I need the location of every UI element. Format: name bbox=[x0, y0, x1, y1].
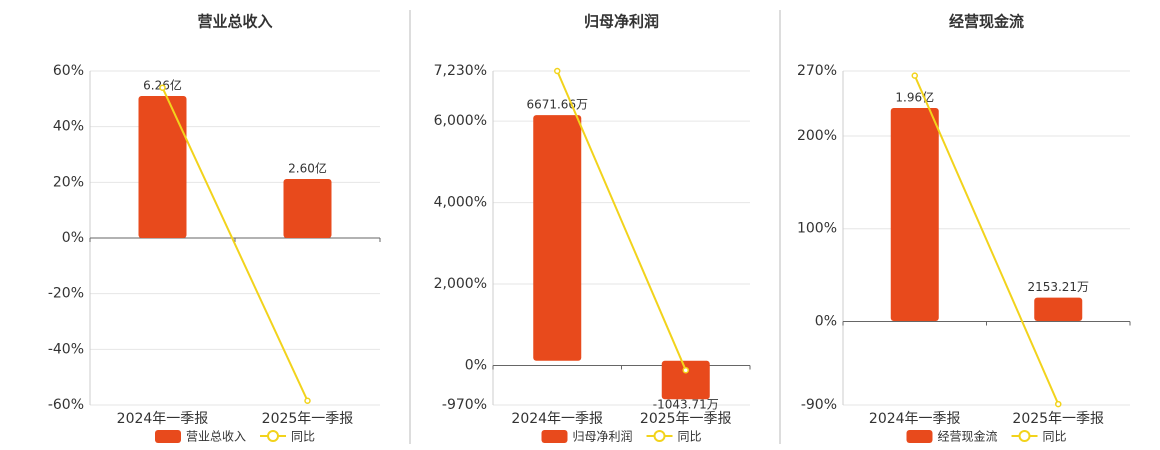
legend-label: 同比 bbox=[678, 430, 702, 444]
data-label: -1043.71万 bbox=[653, 398, 719, 412]
line-point bbox=[1055, 400, 1062, 408]
bar bbox=[890, 107, 939, 321]
bar bbox=[661, 360, 710, 400]
y-tick-label: 0% bbox=[815, 314, 837, 330]
legend-swatch bbox=[541, 430, 568, 443]
bar bbox=[283, 179, 332, 238]
line bbox=[913, 75, 1060, 405]
y-tick-label: -90% bbox=[801, 397, 837, 413]
chart-title: 经营现金流 bbox=[949, 13, 1024, 31]
data-label: 1.96亿 bbox=[895, 89, 934, 104]
legend-label: 经营现金流 bbox=[938, 429, 998, 444]
data-label: 2.60亿 bbox=[288, 161, 327, 176]
y-tick-label: -60% bbox=[48, 397, 84, 413]
y-tick-label: 0% bbox=[465, 357, 487, 373]
legend-marker bbox=[653, 430, 666, 442]
data-label: 2153.21万 bbox=[1027, 280, 1089, 294]
bar bbox=[1034, 297, 1083, 321]
y-tick-label: 60% bbox=[53, 63, 84, 79]
y-tick-label: 100% bbox=[797, 221, 837, 237]
line-point bbox=[159, 84, 166, 91]
y-tick-label: 200% bbox=[797, 128, 837, 144]
y-tick-label: -40% bbox=[48, 341, 84, 357]
bar bbox=[533, 115, 582, 361]
x-tick-label: 2025年一季报 bbox=[262, 411, 354, 427]
y-tick-label: -970% bbox=[442, 397, 487, 413]
legend-swatch bbox=[906, 430, 933, 443]
x-tick-label: 2024年一季报 bbox=[869, 411, 961, 427]
data-label: 6671.66万 bbox=[526, 98, 588, 112]
legend-marker bbox=[1018, 430, 1031, 442]
x-tick-label: 2025年一季报 bbox=[1012, 411, 1104, 427]
x-tick-label: 2025年一季报 bbox=[640, 411, 732, 427]
y-tick-label: 2,000% bbox=[434, 276, 487, 292]
legend-marker bbox=[267, 430, 280, 442]
y-tick-label: 40% bbox=[53, 119, 84, 135]
chart-title: 归母净利润 bbox=[584, 13, 659, 31]
y-tick-label: 0% bbox=[62, 230, 84, 246]
legend-label: 同比 bbox=[1043, 430, 1067, 444]
legend-label: 同比 bbox=[291, 430, 315, 444]
y-tick-label: 20% bbox=[53, 174, 84, 190]
y-tick-label: 4,000% bbox=[434, 195, 487, 211]
legend-label: 归母净利润 bbox=[573, 430, 633, 444]
y-tick-label: 270% bbox=[797, 63, 837, 79]
line-point bbox=[554, 67, 561, 75]
chart-title: 营业总收入 bbox=[197, 13, 272, 31]
y-tick-label: -20% bbox=[48, 286, 84, 302]
legend-label: 营业总收入 bbox=[186, 430, 246, 444]
line bbox=[556, 70, 687, 371]
bar bbox=[138, 95, 187, 239]
x-tick-label: 2024年一季报 bbox=[117, 411, 209, 427]
line-point bbox=[911, 72, 918, 79]
line bbox=[161, 87, 309, 402]
y-tick-label: 6,000% bbox=[434, 113, 487, 129]
line-point bbox=[682, 366, 689, 374]
x-tick-label: 2024年一季报 bbox=[511, 411, 603, 427]
legend-swatch bbox=[155, 430, 181, 443]
y-tick-label: 7,230% bbox=[434, 63, 487, 79]
line-point bbox=[304, 397, 311, 404]
